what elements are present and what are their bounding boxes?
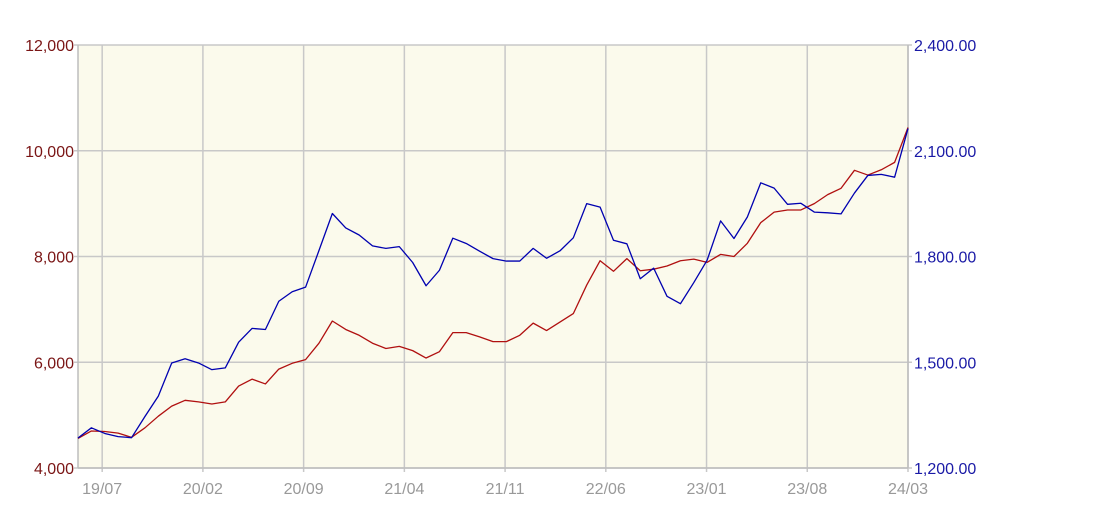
x-axis-tick-label: 20/02 [183,481,223,498]
x-axis-tick-label: 19/07 [82,481,122,498]
left-axis-series-line [77,127,909,439]
x-axis-tick-label: 20/09 [284,481,324,498]
right-axis-tick-label: 1,200.00 [914,461,976,478]
left-axis-tick-label: 4,000 [34,461,74,478]
left-axis-tick-label: 12,000 [25,38,74,55]
right-axis-tick-label: 1,800.00 [914,250,976,267]
axes [74,44,912,472]
right-axis-tick-label: 2,100.00 [914,144,976,161]
right-axis-series-line [77,128,909,439]
x-axis-tick-label: 21/04 [384,481,424,498]
grid-lines [78,44,909,469]
right-axis-tick-label: 2,400.00 [914,38,976,55]
x-axis-tick-labels: 19/07 20/02 20/09 21/04 21/11 22/06 23/01 23/08… [82,481,928,498]
x-axis-tick-label: 24/03 [888,481,928,498]
left-axis-tick-label: 8,000 [34,250,74,267]
left-axis-tick-label: 10,000 [25,144,74,161]
series-lines [77,127,909,439]
left-axis-tick-label: 6,000 [34,355,74,372]
right-axis-tick-label: 1,500.00 [914,355,976,372]
right-axis-tick-labels: 1,200.00 1,500.00 1,800.00 2,100.00 2,400.00 [914,38,976,478]
x-axis-tick-label: 23/01 [687,481,727,498]
x-axis-tick-label: 22/06 [586,481,626,498]
x-axis-tick-label: 23/08 [787,481,827,498]
x-axis-tick-label: 21/11 [486,481,525,498]
left-axis-tick-labels: 4,000 6,000 8,000 10,000 12,000 [25,38,74,478]
